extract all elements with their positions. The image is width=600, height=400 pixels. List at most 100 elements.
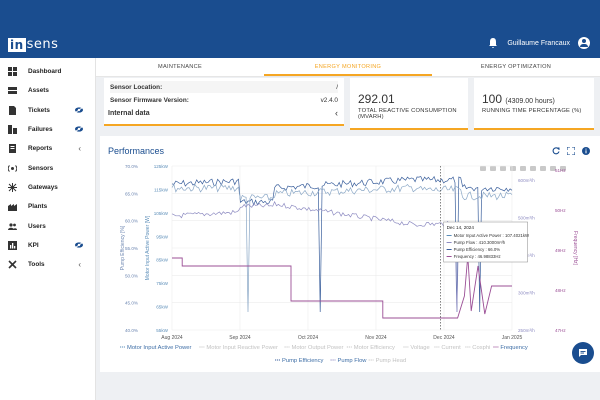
x-tick-label: Sep 2024	[229, 335, 251, 341]
y-tick-label-efficiency: 60.0%	[125, 219, 138, 224]
sensor-location-value: /	[336, 83, 338, 91]
logo-suffix: sens	[26, 37, 59, 52]
reports-icon	[9, 144, 16, 154]
spike-icon	[560, 166, 566, 171]
eye-off-icon[interactable]	[75, 241, 83, 248]
sidebar-item-sensors[interactable]: Sensors	[0, 158, 95, 177]
firmware-row: Sensor Firmware Version: v2.4.0	[110, 94, 338, 106]
internal-data-row[interactable]: Internal data ‹	[108, 107, 338, 119]
series-line-frequency	[172, 255, 512, 319]
kpi-value: 100	[482, 92, 503, 106]
bell-icon[interactable]	[487, 37, 499, 49]
tab-bar: MAINTENANCE ENERGY MONITORING ENERGY OPT…	[96, 58, 600, 77]
performance-chart[interactable]: Aug 2024 Sep 2024 Oct 2024 Nov 2024 Dec 2024…	[100, 136, 600, 372]
kpi-unit: (4309.00 hours)	[505, 98, 555, 105]
legend-item[interactable]: Pump Efficiency	[282, 358, 324, 364]
sidebar-item-tools[interactable]: Tools ‹	[0, 255, 95, 274]
chevron-left-icon[interactable]: ‹	[78, 144, 81, 154]
eye-off-icon[interactable]	[75, 106, 83, 113]
panel-tools	[552, 147, 590, 155]
sidebar-item-label: Dashboard	[28, 68, 62, 76]
refresh-icon[interactable]	[552, 147, 560, 155]
legend-item[interactable]: Pump Flow	[338, 358, 368, 364]
pan-icon	[500, 166, 506, 171]
chevron-left-icon[interactable]: ‹	[335, 108, 338, 118]
tooltip-line: Pump Efficiency : 66.0%	[454, 247, 501, 252]
sidebar-item-dashboard[interactable]: Dashboard	[0, 62, 95, 81]
chat-button[interactable]	[572, 342, 594, 364]
tooltip-background	[443, 221, 528, 263]
x-tick-label: Oct 2024	[298, 335, 319, 341]
sidebar-item-assets[interactable]: Assets	[0, 81, 95, 100]
firmware-value: v2.4.0	[320, 96, 338, 104]
user-name[interactable]: Guillaume Francaux	[507, 39, 570, 47]
performances-panel: Performances Aug 2024 Sep 2024 Oct 2024 Nov…	[100, 136, 600, 372]
x-tick-label: Nov 2024	[365, 335, 387, 341]
y-tick-label-efficiency: 40.0%	[125, 328, 138, 333]
ticket-icon	[9, 105, 16, 115]
kpi-label: TOTAL REACTIVE CONSUMPTION (MVArh)	[358, 108, 457, 120]
x-tick-label: Aug 2024	[161, 335, 183, 341]
header-right: Guillaume Francaux	[487, 37, 590, 49]
y-axis-title-frequency: Frequency [Hz]	[572, 231, 578, 266]
sidebar-item-label: Tickets	[28, 106, 50, 114]
user-avatar-icon[interactable]	[578, 37, 590, 49]
legend-item[interactable]: Current	[441, 345, 461, 351]
y-tick-label-power: 55kW	[156, 328, 168, 333]
sidebar-item-reports[interactable]: Reports ‹	[0, 139, 95, 158]
legend-item[interactable]: Pump Head	[376, 358, 407, 364]
failure-icon	[8, 125, 17, 135]
chevron-left-icon[interactable]: ‹	[78, 259, 81, 269]
kpi-running-time: 100 (4309.00 hours) RUNNING TIME PERCENT…	[474, 78, 594, 130]
legend-item[interactable]: Cosphi	[472, 345, 490, 351]
sidebar-item-gateways[interactable]: Gateways	[0, 178, 95, 197]
tab-energy-optimization[interactable]: ENERGY OPTIMIZATION	[480, 64, 552, 70]
info-icon[interactable]	[582, 147, 590, 155]
sidebar-item-failures[interactable]: Failures	[0, 120, 95, 139]
legend-item[interactable]: Motor Output Power	[292, 345, 344, 351]
sidebar-item-tickets[interactable]: Tickets	[0, 101, 95, 120]
y-axis-title-power: Motor Input Active Power [W]	[145, 215, 151, 280]
y-tick-label-power: 85kW	[156, 258, 168, 263]
legend-item[interactable]: Voltage	[410, 345, 429, 351]
y-tick-label-flow: 300m³/h	[518, 291, 535, 296]
plus-icon	[520, 166, 526, 171]
tooltip-line: Motor Input Active Power : 107.4021kW	[454, 233, 530, 238]
tooltip-line: Pump Flow : 410.3000m³/h	[454, 240, 506, 245]
sensor-icon	[8, 164, 17, 172]
x-tick-label: Dec 2024	[433, 335, 455, 341]
y-tick-label-power: 105kW	[154, 211, 169, 216]
sidebar-item-plants[interactable]: Plants	[0, 197, 95, 216]
eye-off-icon[interactable]	[75, 126, 83, 132]
internal-data-label: Internal data	[108, 109, 150, 117]
tooltip-box: Dec 14, 2024 Motor Input Active Power : 1…	[443, 221, 530, 263]
sidebar-item-label: Sensors	[28, 164, 54, 172]
axis-labels: Aug 2024 Sep 2024 Oct 2024 Nov 2024 Dec 2024…	[120, 164, 578, 341]
sidebar-item-label: Users	[28, 222, 46, 230]
y-tick-label-power: 75kW	[156, 281, 168, 286]
sidebar-item-label: Assets	[28, 87, 49, 95]
sidebar: Dashboard Assets Tickets Failures Report…	[0, 58, 96, 400]
assets-icon	[8, 87, 17, 95]
sensor-location-row: Sensor Location: /	[110, 81, 338, 93]
y-tick-label-flow: 600m³/h	[518, 178, 535, 183]
tab-energy-monitoring[interactable]: ENERGY MONITORING	[264, 58, 432, 76]
legend-item[interactable]: Frequency	[500, 345, 527, 351]
legend-item[interactable]: Motor Input Reactive Power	[206, 345, 278, 351]
y-tick-label-power: 65kW	[156, 305, 168, 310]
chart-legend: Motor Input Active Power Motor Input Reac…	[120, 345, 528, 364]
sidebar-item-users[interactable]: Users	[0, 216, 95, 235]
insens-logo[interactable]: in sens	[8, 37, 58, 52]
legend-item[interactable]: Motor Input Active Power	[127, 345, 192, 351]
y-tick-label-efficiency: 55.0%	[125, 246, 138, 251]
y-tick-label-power: 125kW	[154, 164, 169, 169]
legend-item[interactable]: Motor Efficiency	[354, 345, 395, 351]
sidebar-item-label: Reports	[28, 145, 53, 153]
sidebar-item-label: Tools	[28, 261, 45, 269]
sidebar-item-kpi[interactable]: KPI	[0, 236, 95, 255]
y-tick-label-efficiency: 70.0%	[125, 164, 138, 169]
sidebar-item-label: KPI	[28, 241, 39, 249]
tab-maintenance[interactable]: MAINTENANCE	[157, 64, 202, 70]
sidebar-item-label: Plants	[28, 203, 48, 211]
sensor-info-panel: Sensor Location: / Sensor Firmware Versi…	[104, 78, 344, 126]
